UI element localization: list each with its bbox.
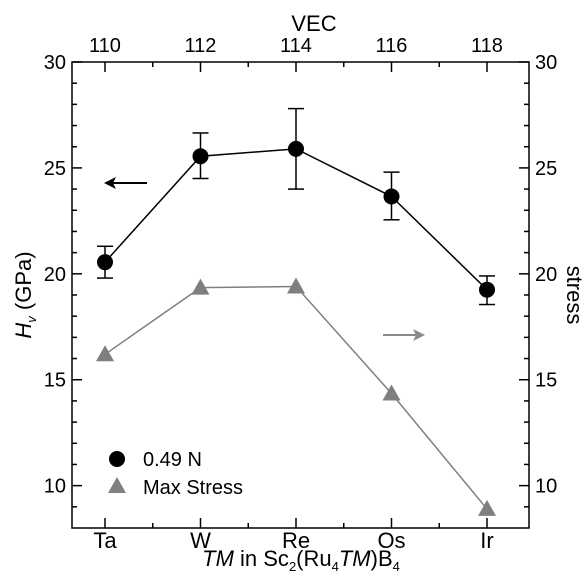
right-arrow-icon bbox=[413, 329, 425, 341]
y-tick-label-right: 10 bbox=[535, 476, 557, 498]
data-point-circle bbox=[479, 281, 495, 298]
category-label: Re bbox=[282, 528, 310, 553]
right-axis-label: stress bbox=[562, 266, 587, 325]
legend-label: 0.49 N bbox=[143, 449, 202, 471]
left-axis-label: Hv (GPa) bbox=[11, 251, 39, 338]
top-axis-label: VEC bbox=[291, 11, 336, 36]
x-tick-label-top: 114 bbox=[280, 35, 312, 57]
category-label: Os bbox=[377, 528, 405, 553]
y-tick-label-left: 15 bbox=[44, 370, 66, 392]
y-tick-label-left: 10 bbox=[44, 476, 66, 498]
data-point-triangle bbox=[96, 345, 114, 362]
data-point-triangle bbox=[382, 384, 401, 401]
data-point-triangle bbox=[478, 499, 496, 516]
data-point-triangle bbox=[287, 277, 305, 294]
data-point-circle bbox=[288, 140, 304, 157]
x-tick-label-top: 118 bbox=[471, 35, 503, 57]
y-tick-label-right: 20 bbox=[535, 264, 557, 286]
x-tick-label-top: 116 bbox=[376, 35, 408, 57]
y-tick-label-left: 20 bbox=[44, 264, 66, 286]
y-tick-label-left: 25 bbox=[44, 158, 66, 180]
data-point-circle bbox=[192, 148, 209, 165]
legend: 0.49 N Max Stress bbox=[108, 449, 243, 499]
legend-triangle-icon bbox=[108, 477, 126, 493]
series-line bbox=[104, 285, 488, 510]
legend-label: Max Stress bbox=[143, 477, 243, 499]
x-tick-label-top: 112 bbox=[185, 35, 217, 57]
axes: 10 10 15 15 20 20 25 25 30 30 110 Ta 112 W 114 Re 116 Os 1… bbox=[44, 35, 558, 553]
category-label: Ta bbox=[93, 528, 117, 553]
data-point-circle bbox=[383, 188, 400, 205]
x-tick-label-top: 110 bbox=[89, 35, 121, 57]
legend-circle-icon bbox=[109, 451, 125, 467]
y-tick-label-left: 30 bbox=[44, 52, 66, 74]
data-point-circle bbox=[97, 254, 113, 271]
y-tick-label-right: 30 bbox=[535, 52, 557, 74]
left-arrow-icon bbox=[104, 177, 116, 189]
data-point-triangle bbox=[191, 278, 210, 295]
y-tick-label-right: 15 bbox=[535, 370, 557, 392]
series-layer bbox=[96, 107, 496, 516]
direction-arrows bbox=[104, 177, 425, 341]
category-label: Ir bbox=[480, 528, 493, 553]
category-label: W bbox=[190, 528, 211, 553]
plot-frame bbox=[71, 61, 530, 529]
y-tick-label-right: 25 bbox=[535, 158, 557, 180]
bottom-axis-label: TM in Sc2(Ru4TM)B4 bbox=[202, 546, 400, 574]
